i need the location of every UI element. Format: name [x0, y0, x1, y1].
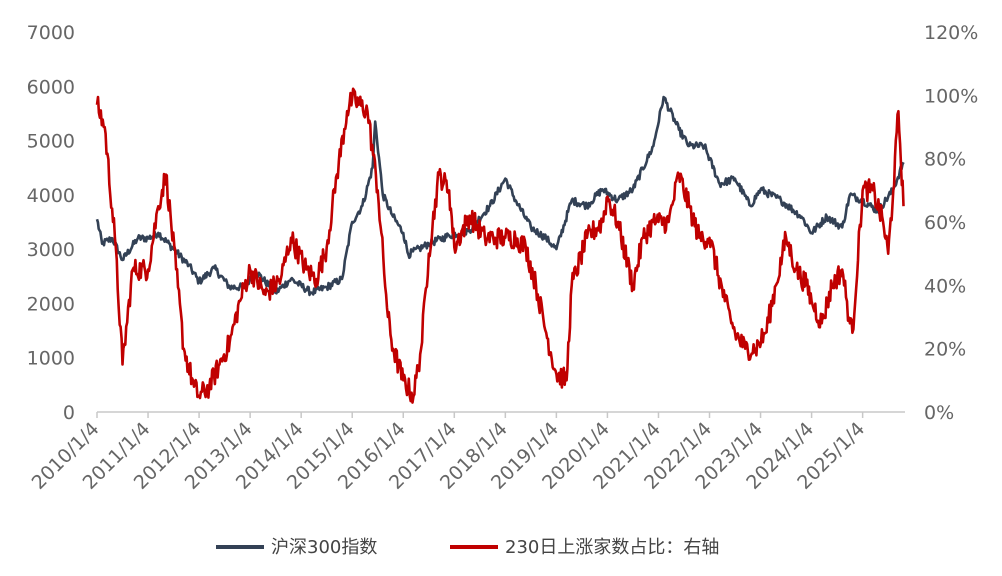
y-left-axis: 0 1000 2000 3000 4000 5000 6000 7000	[27, 22, 75, 424]
legend-label: 沪深300指数	[271, 537, 377, 558]
y-left-tick-label: 6000	[27, 76, 75, 98]
y-left-tick-label: 2000	[27, 293, 75, 315]
legend-label: 230日上涨家数占比：右轴	[505, 537, 719, 558]
series-line-ratio	[95, 87, 905, 404]
y-left-tick-label: 1000	[27, 348, 75, 370]
plot-lines	[95, 87, 905, 404]
series-line-csi300	[95, 95, 905, 297]
y-left-tick-label: 7000	[27, 22, 75, 44]
y-right-tick-label: 60%	[924, 212, 966, 234]
legend: 沪深300指数 230日上涨家数占比：右轴	[216, 537, 719, 558]
y-right-tick-label: 100%	[924, 85, 978, 107]
y-right-tick-label: 20%	[924, 339, 966, 361]
y-right-tick-label: 40%	[924, 275, 966, 297]
y-left-tick-label: 5000	[27, 131, 75, 153]
y-left-tick-label: 4000	[27, 185, 75, 207]
y-left-tick-label: 0	[63, 402, 75, 424]
y-right-tick-label: 80%	[924, 149, 966, 171]
y-left-tick-label: 3000	[27, 239, 75, 261]
y-right-axis: 0% 20% 40% 60% 80% 100% 120%	[924, 22, 978, 424]
y-right-tick-label: 0%	[924, 402, 954, 424]
y-right-tick-label: 120%	[924, 22, 978, 44]
x-axis: 2010/1/42011/1/42012/1/42013/1/42014/1/4…	[28, 411, 905, 494]
